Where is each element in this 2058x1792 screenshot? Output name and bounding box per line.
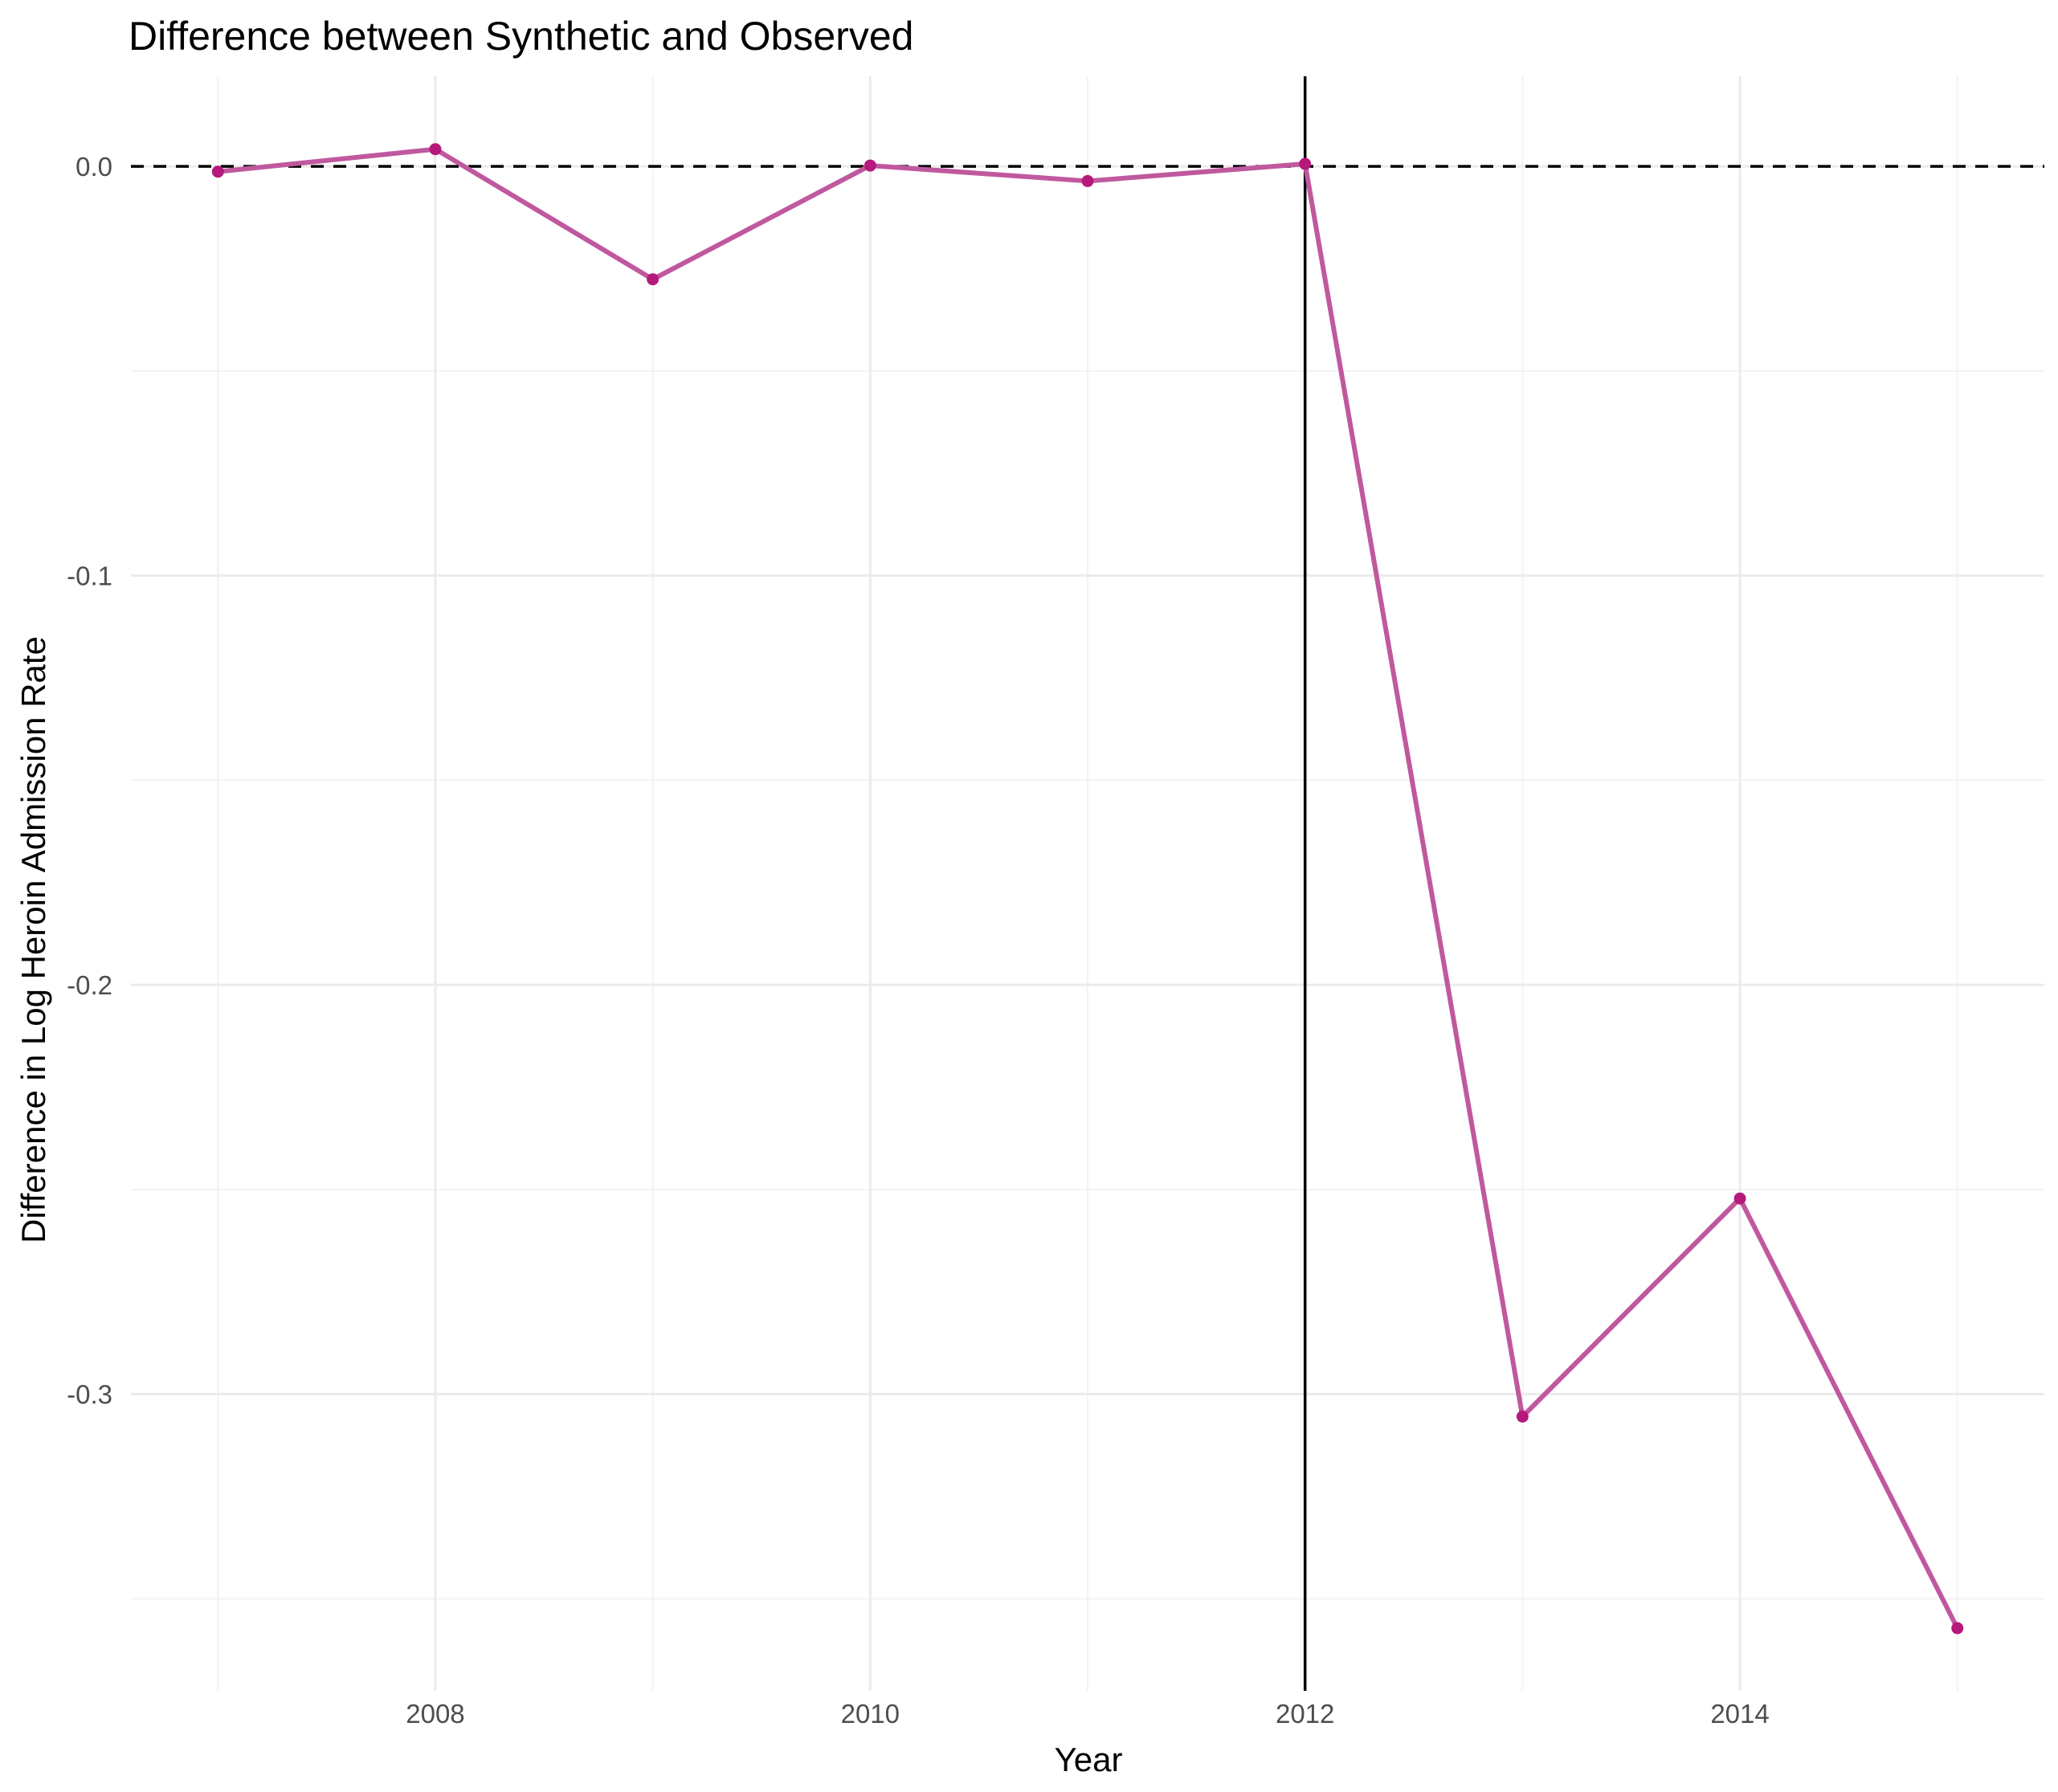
x-tick-label: 2010 <box>841 1699 900 1729</box>
data-point <box>647 273 659 286</box>
minor-gridlines <box>131 76 2044 1691</box>
x-tick-label: 2008 <box>406 1699 464 1729</box>
data-point <box>1733 1192 1746 1205</box>
y-tick-label: -0.1 <box>67 561 112 591</box>
x-tick-label: 2012 <box>1276 1699 1334 1729</box>
y-axis-title: Difference in Log Heroin Admission Rate <box>14 636 52 1243</box>
x-axis-title: Year <box>1055 1741 1123 1778</box>
y-tick-label: -0.3 <box>67 1380 112 1410</box>
data-point <box>429 143 442 156</box>
data-point <box>1516 1410 1529 1423</box>
series-layer <box>211 143 1964 1635</box>
y-tick-label: 0.0 <box>76 152 112 182</box>
chart-title: Difference between Synthetic and Observe… <box>129 14 913 59</box>
x-tick-label: 2014 <box>1710 1699 1769 1729</box>
data-point <box>864 159 876 172</box>
reference-lines <box>131 76 2044 1691</box>
data-point <box>1299 157 1312 170</box>
data-point <box>1951 1622 1964 1635</box>
data-point <box>211 165 224 178</box>
y-tick-label: -0.2 <box>67 970 112 1000</box>
data-point <box>1081 174 1094 187</box>
tick-labels: 2008 2010 2012 2014 0.0 -0.1 -0.2 -0.3 <box>67 152 1770 1729</box>
